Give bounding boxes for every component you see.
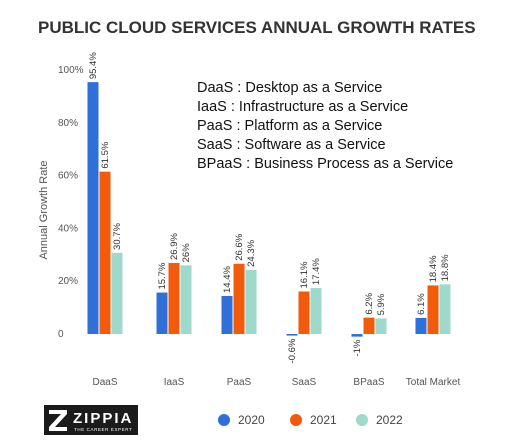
legend-swatch-2021 xyxy=(290,414,302,426)
bar-bpaas-2022 xyxy=(375,318,387,334)
data-label: 24.3% xyxy=(246,239,257,266)
bar-daas-2022 xyxy=(111,252,123,334)
bar-saas-2021 xyxy=(298,291,310,334)
data-label: 6.1% xyxy=(416,293,427,315)
logo-mark-icon xyxy=(49,410,67,431)
legend-label: 2021 xyxy=(310,413,337,427)
bar-total-market-2020 xyxy=(415,317,427,334)
data-label: 5.9% xyxy=(376,293,387,315)
y-tick-label: 0 xyxy=(58,329,64,340)
data-label: -1% xyxy=(352,339,363,356)
data-label: 18.4% xyxy=(428,255,439,282)
legend-swatch-2022 xyxy=(356,414,368,426)
bar-saas-2022 xyxy=(310,288,322,334)
legend-label: 2022 xyxy=(376,413,403,427)
y-axis-ticks: 0 20% 40% 60% 80% 100% xyxy=(58,65,84,340)
data-label: 26.9% xyxy=(169,232,180,259)
data-label: 6.2% xyxy=(364,292,375,314)
data-label: 17.4% xyxy=(311,258,322,285)
x-tick-label: DaaS xyxy=(92,377,117,388)
x-tick-label: PaaS xyxy=(227,377,252,388)
glossary-line: SaaS : Software as a Service xyxy=(197,137,386,153)
glossary-line: BPaaS : Business Process as a Service xyxy=(197,156,453,172)
y-tick-label: 100% xyxy=(58,65,84,76)
data-label: 15.7% xyxy=(157,262,168,289)
data-label: -0.6% xyxy=(287,338,298,363)
data-label: 18.8% xyxy=(440,254,451,281)
bar-iaas-2020 xyxy=(156,292,168,334)
x-tick-label: Total Market xyxy=(406,377,461,388)
data-label: 26.6% xyxy=(234,233,245,260)
bar-total-market-2021 xyxy=(427,285,439,334)
data-label: 61.5% xyxy=(100,141,111,168)
data-label: 95.4% xyxy=(88,52,99,79)
bar-iaas-2022 xyxy=(180,265,192,334)
bar-bpaas-2020 xyxy=(351,334,363,337)
glossary-box: DaaS : Desktop as a Service IaaS : Infras… xyxy=(197,80,453,172)
bars-group xyxy=(87,82,451,337)
bar-paas-2020 xyxy=(221,295,233,334)
bar-daas-2020 xyxy=(87,82,99,334)
logo-tagline: THE CAREER EXPERT xyxy=(74,427,132,432)
x-axis-ticks: DaaS IaaS PaaS SaaS BPaaS Total Market xyxy=(92,377,460,388)
y-tick-label: 60% xyxy=(58,171,78,182)
glossary-line: PaaS : Platform as a Service xyxy=(197,118,382,134)
bar-iaas-2021 xyxy=(168,262,180,334)
bar-saas-2020 xyxy=(286,334,298,336)
x-tick-label: SaaS xyxy=(292,377,317,388)
bar-paas-2021 xyxy=(233,263,245,334)
legend-label: 2020 xyxy=(238,413,265,427)
data-label: 26% xyxy=(181,243,192,263)
bar-total-market-2022 xyxy=(439,284,451,334)
glossary-line: DaaS : Desktop as a Service xyxy=(197,80,382,96)
y-tick-label: 40% xyxy=(58,223,78,234)
logo-name: ZIPPIA xyxy=(73,410,133,427)
zippia-logo: ZIPPIA THE CAREER EXPERT xyxy=(44,405,138,435)
chart-title: PUBLIC CLOUD SERVICES ANNUAL GROWTH RATE… xyxy=(38,18,476,37)
y-tick-label: 80% xyxy=(58,118,78,129)
y-tick-label: 20% xyxy=(58,276,78,287)
bar-daas-2021 xyxy=(99,171,111,334)
glossary-line: IaaS : Infrastructure as a Service xyxy=(197,99,408,115)
data-labels-group: 95.4% 61.5% 30.7% 15.7%26.9% 26% 14.4%26.6% 24… xyxy=(88,52,451,364)
x-tick-label: BPaaS xyxy=(353,377,384,388)
x-tick-label: IaaS xyxy=(164,377,185,388)
data-label: 30.7% xyxy=(112,222,123,249)
legend-swatch-2020 xyxy=(218,414,230,426)
y-axis-label: Annual Growth Rate xyxy=(38,160,50,259)
legend: 2020 2021 2022 xyxy=(218,413,403,427)
bar-paas-2022 xyxy=(245,269,257,334)
bar-bpaas-2021 xyxy=(363,317,375,334)
data-label: 14.4% xyxy=(222,265,233,292)
data-label: 16.1% xyxy=(299,261,310,288)
